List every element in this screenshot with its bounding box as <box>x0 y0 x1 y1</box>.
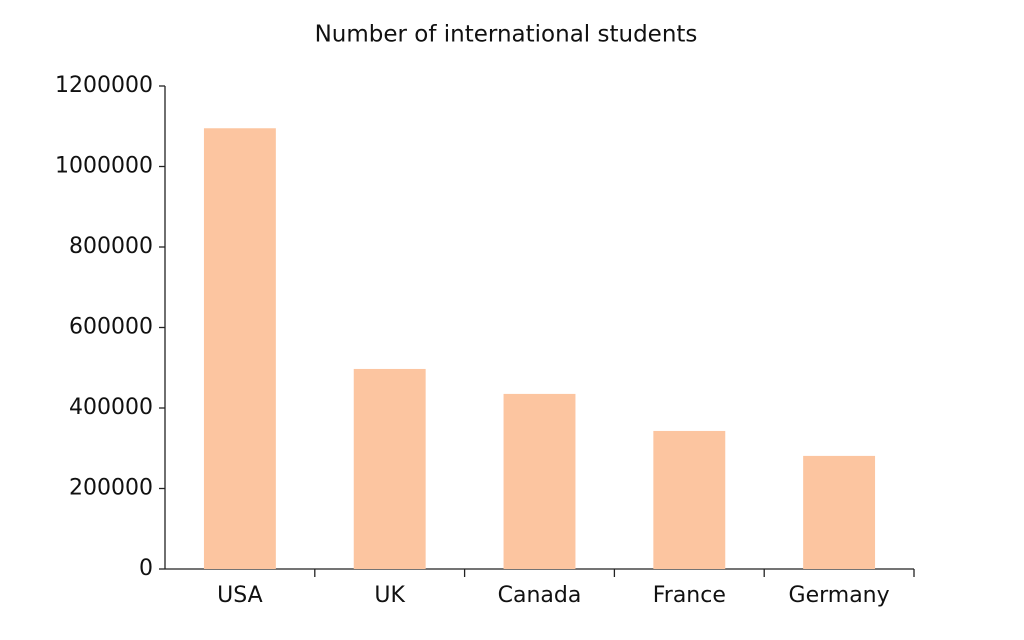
x-tick-label: Germany <box>789 583 890 608</box>
y-tick-label: 200000 <box>69 476 153 501</box>
y-tick-label: 400000 <box>69 395 153 420</box>
y-tick-label: 1000000 <box>55 154 153 179</box>
y-tick-label: 800000 <box>69 234 153 259</box>
bar <box>653 430 726 569</box>
x-tick-label: UK <box>374 583 405 608</box>
y-tick-label: 600000 <box>69 315 153 340</box>
x-tick-label: USA <box>217 583 263 608</box>
y-tick-label: 0 <box>139 556 153 581</box>
y-tick-label: 1200000 <box>55 73 153 98</box>
x-tick-label: France <box>653 583 726 608</box>
chart-title: Number of international students <box>315 22 698 48</box>
bar <box>353 368 426 569</box>
x-tick-label: Canada <box>498 583 582 608</box>
bar <box>803 455 876 569</box>
bar <box>203 128 276 569</box>
bar <box>503 393 576 569</box>
